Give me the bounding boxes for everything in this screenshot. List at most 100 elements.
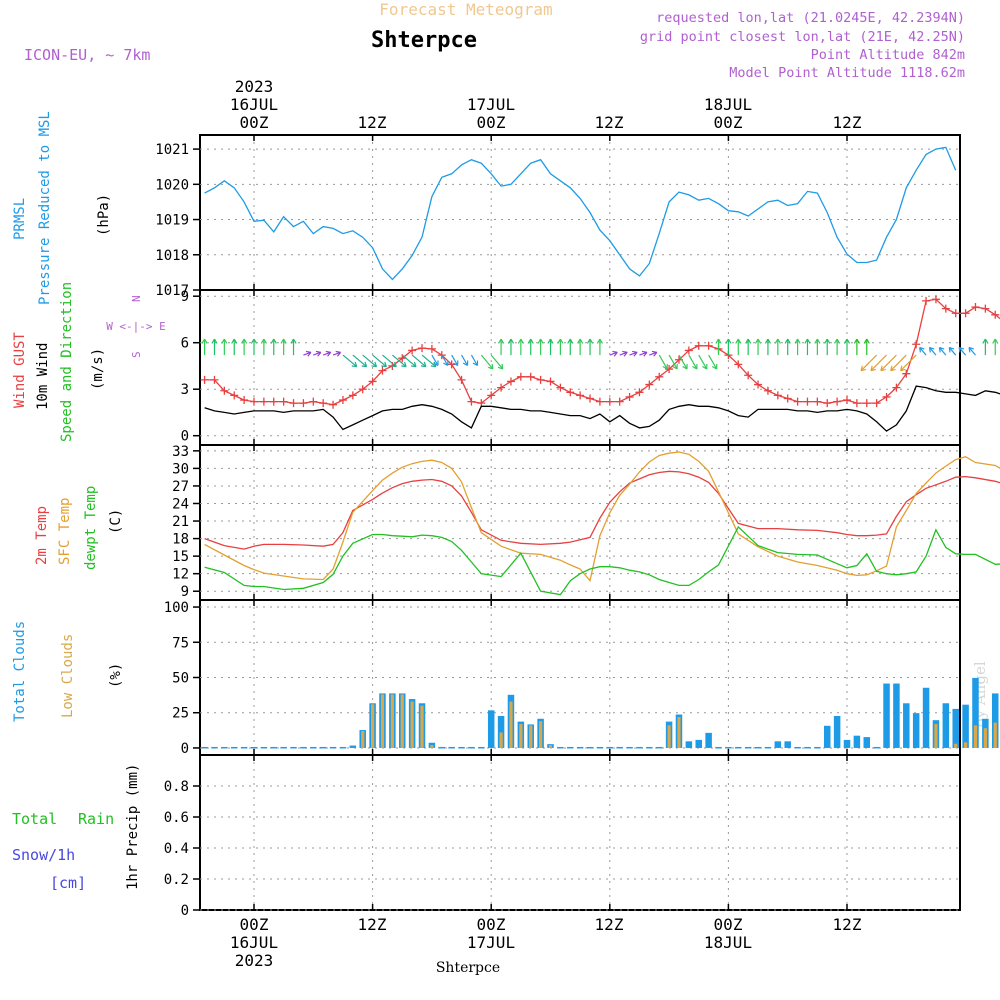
bottom-time-axis: 00Z 12Z 00Z 12Z 00Z 12Z 16JUL 17JUL 18JU…: [230, 915, 862, 976]
ytick-label: 1017: [155, 283, 189, 299]
total-cloud-bar: [705, 732, 712, 748]
wind-arrow: [698, 354, 708, 370]
wind-arrow-head: [622, 350, 628, 357]
wind-panel-frame: [199, 289, 961, 446]
total-cloud-bar: [942, 703, 950, 748]
gust-point-marker: [378, 366, 387, 375]
precipitation-panel-frame: [199, 754, 961, 911]
wind-arrow: [461, 354, 469, 366]
sfc-temp-label: SFC Temp: [57, 498, 73, 565]
gust-point-marker: [220, 386, 229, 395]
total-cloud-bar: [221, 746, 228, 749]
wind-arrow-head: [715, 338, 722, 344]
low-cloud-bar: [519, 724, 523, 748]
wind-arrow: [342, 354, 358, 368]
wind-arrow-head: [315, 350, 322, 357]
total-cloud-bar: [211, 746, 218, 749]
gust-point-marker: [694, 341, 703, 350]
dewpt-temp-line: [204, 525, 1000, 596]
total-label: Total: [12, 810, 57, 828]
wind-arrow-head: [241, 338, 248, 344]
ytick-label: 25: [172, 706, 189, 722]
wind-arrow-head: [843, 338, 851, 344]
wind-arrow-head: [662, 363, 668, 370]
bottom-date-17jul: 17JUL: [467, 933, 515, 952]
total-cloud-bar: [300, 746, 307, 749]
low-cloud-bar: [667, 725, 671, 748]
gust-point-marker: [457, 375, 466, 384]
top-date-17jul: 17JUL: [467, 95, 515, 114]
wind-arrow-head: [900, 365, 906, 372]
location-title: Shterpce: [371, 28, 477, 53]
ytick-label: 0: [181, 429, 189, 445]
gust-point-marker: [358, 385, 367, 394]
total-cloud-bar: [616, 746, 623, 749]
ytick-label: 9: [181, 289, 189, 305]
2m-temp-line: [204, 470, 1000, 550]
wind-arrow: [890, 354, 907, 372]
precipitation-panel: 0 0.2 0.4 0.6 0.8: [164, 754, 961, 919]
top-time-axis: 2023 16JUL 17JUL 18JUL 00Z 12Z 00Z 12Z 0…: [230, 77, 862, 132]
top-hour-2: 00Z: [477, 113, 506, 132]
ytick-label: 0: [181, 741, 189, 757]
total-cloud-bar: [290, 746, 297, 749]
total-cloud-bar: [893, 683, 900, 748]
wind-arrow-head: [784, 338, 791, 344]
wind-arrow: [480, 354, 494, 370]
gust-point-marker: [556, 383, 565, 392]
wind-arrow: [649, 351, 658, 356]
wind-arrow-head: [948, 346, 955, 353]
wind-arrow-head: [487, 363, 494, 370]
gust-point-marker: [506, 377, 515, 386]
wind-arrow-head: [725, 338, 732, 344]
total-cloud-bar: [438, 746, 446, 749]
ytick-label: 12: [172, 567, 189, 583]
wind-arrow: [929, 347, 937, 356]
wind-arrow: [431, 354, 439, 366]
wind-arrow-head: [497, 338, 505, 344]
bottom-hour-2: 00Z: [477, 915, 506, 934]
wind-arrow-head: [567, 338, 574, 344]
gust-point-marker: [418, 344, 427, 353]
wind-panel: 0 3 6 9: [181, 289, 1000, 446]
low-cloud-bar: [964, 742, 968, 748]
wind-arrow: [938, 347, 947, 356]
wind-arrow: [678, 354, 688, 370]
gust-point-marker: [615, 397, 624, 406]
wind-panel-labels: Wind GUST 10m Wind Speed and Direction (…: [12, 282, 166, 442]
wind-arrow-head: [381, 361, 387, 368]
ytick-label: 1020: [155, 177, 189, 193]
total-cloud-bar: [626, 746, 633, 749]
wind-arrow: [968, 347, 976, 356]
gust-point-marker: [595, 397, 604, 406]
ytick-label: 50: [172, 671, 189, 687]
gust-point-marker: [269, 397, 278, 406]
top-date-18jul: 18JUL: [704, 95, 752, 114]
low-cloud-bar: [548, 745, 553, 748]
ytick-label: 9: [181, 584, 189, 600]
ytick-label: 33: [172, 444, 189, 460]
wind-arrow-head: [702, 363, 708, 370]
wind-arrow: [391, 354, 407, 368]
gust-point-marker: [882, 392, 891, 401]
gust-point-marker: [625, 392, 634, 401]
pressure-panel: 1017 1018 1019 1020 1021: [155, 134, 961, 299]
wind-arrow: [708, 354, 718, 370]
gust-point-marker: [783, 394, 792, 403]
gust-point-marker: [902, 369, 911, 378]
low-cloud-bar: [954, 743, 958, 748]
gust-point-marker: [210, 375, 219, 384]
wind-arrow-head: [411, 361, 417, 368]
prmsl-label: PRMSL: [12, 198, 28, 240]
total-cloud-bar: [329, 746, 337, 749]
gust-point-marker: [487, 391, 496, 400]
gust-point-marker: [931, 295, 940, 304]
gust-point-marker: [645, 380, 654, 389]
cloud-panel-labels: Total Clouds Low Clouds (%): [12, 621, 124, 722]
ytick-label: 18: [172, 532, 189, 548]
requested-coords: requested lon,lat (21.0245E, 42.2394N): [656, 10, 965, 26]
gust-point-marker: [773, 391, 782, 400]
gust-point-marker: [961, 309, 970, 318]
wind-arrow-head: [211, 338, 218, 344]
